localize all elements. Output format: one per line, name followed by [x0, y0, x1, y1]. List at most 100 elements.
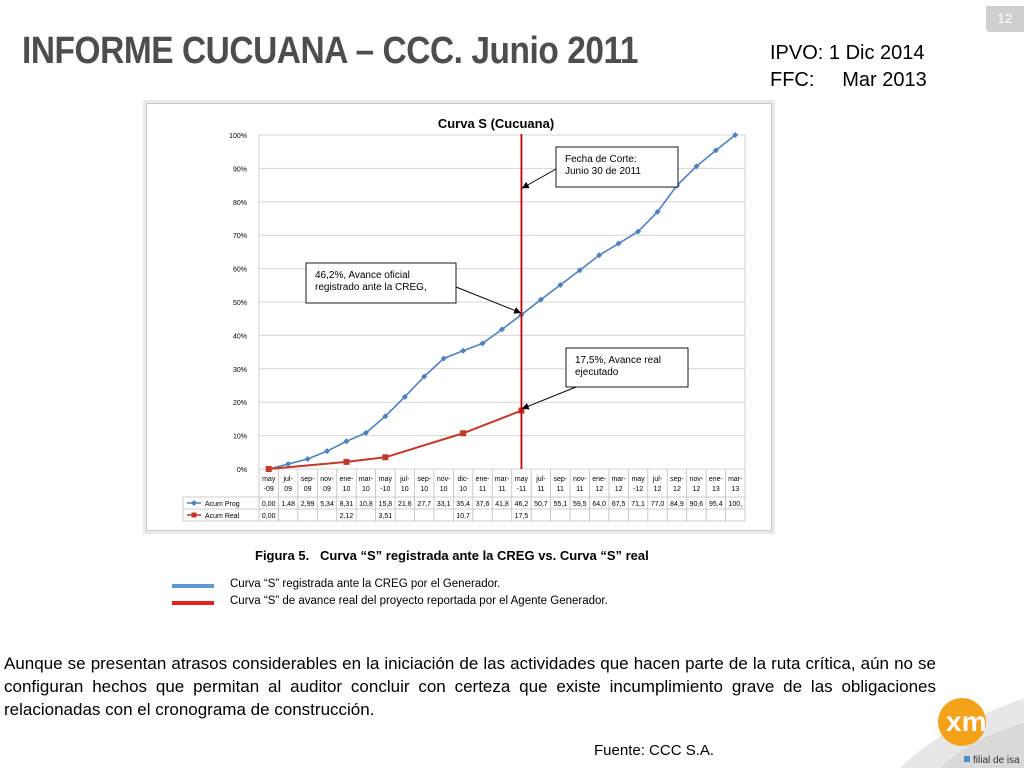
source-note: Fuente: CCC S.A.: [594, 742, 715, 759]
data-point-prog: [635, 228, 642, 235]
table-value-cell: 0,00: [262, 501, 276, 508]
chart-frame: Curva S (Cucuana) 0% 10% 20% 30% 40% 50% 60% 70%…: [146, 103, 772, 531]
x-tick-label: sep-: [417, 476, 431, 483]
annotation-text: ejecutado: [575, 367, 619, 378]
data-point-prog: [732, 132, 739, 138]
table-value-cell: 10,8: [359, 501, 373, 508]
legend-line-red: [172, 601, 214, 605]
x-tick-label: 10: [420, 486, 428, 493]
corner-swoosh-inner: [940, 723, 1024, 768]
x-tick-label: may: [631, 476, 645, 483]
table-value-cell: 71,1: [631, 501, 645, 508]
data-point-prog: [693, 163, 700, 170]
data-point-prog: [596, 252, 603, 259]
data-point-prog: [440, 355, 447, 362]
data-point-prog: [479, 340, 486, 347]
data-point-real: [265, 466, 272, 472]
x-tick-label: 12: [595, 486, 603, 493]
table-value-cell: 17,5: [515, 513, 529, 520]
table-value-cell: 67,5: [612, 501, 626, 508]
annotation-text: 17,5%, Avance real: [575, 355, 661, 366]
table-value-cell: 21,6: [398, 501, 412, 508]
y-tick-label: 10%: [233, 434, 247, 441]
series-name-cell: Acum Real: [205, 513, 240, 520]
table-value-cell: 15,8: [379, 501, 393, 508]
data-point-prog: [557, 281, 564, 288]
table-value-cell: 41,8: [495, 501, 509, 508]
data-point-prog: [285, 461, 292, 468]
figure-legend: Curva “S” registrada ante la CREG por el…: [172, 578, 672, 614]
x-tick-label: sep-: [670, 476, 684, 483]
table-value-cell: 64,0: [592, 501, 606, 508]
x-tick-label: ene-: [709, 476, 724, 483]
ipvo-row: IPVO: 1 Dic 2014: [770, 40, 927, 67]
table-value-cell: 35,4: [456, 501, 470, 508]
data-point-prog: [362, 429, 369, 436]
x-tick-label: 13: [731, 486, 739, 493]
annotation-arrow: [521, 168, 557, 189]
table-value-cell: 0,00: [262, 513, 276, 520]
data-point-prog: [324, 448, 331, 455]
x-tick-label: 09: [304, 486, 312, 493]
table-value-cell: 59,5: [573, 501, 587, 508]
x-tick-label: may: [379, 476, 393, 483]
x-tick-label: 11: [576, 486, 583, 493]
logo-sun: [938, 698, 986, 746]
y-tick-label: 40%: [233, 333, 247, 340]
legend-text-real: Curva “S” de avance real del proyecto re…: [230, 595, 608, 607]
x-tick-label: 11: [557, 486, 564, 493]
ipvo-label: IPVO:: [770, 42, 824, 64]
data-point-prog: [576, 267, 583, 274]
table-value-cell: 55,1: [554, 501, 568, 508]
y-tick-label: 30%: [233, 367, 247, 374]
table-value-cell: 2,12: [340, 513, 354, 520]
table-legend-marker: [191, 512, 197, 518]
x-tick-label: -10: [380, 486, 390, 493]
annotation-arrow: [521, 386, 577, 410]
x-tick-label: 12: [693, 486, 701, 493]
ffc-label: FFC:: [770, 69, 815, 91]
x-tick-label: -12: [633, 486, 643, 493]
x-tick-label: sep-: [554, 476, 568, 483]
table-value-cell: 90,6: [690, 501, 704, 508]
x-tick-label: nov-: [573, 476, 587, 483]
ipvo-value: 1 Dic 2014: [828, 42, 925, 64]
data-point-prog: [304, 456, 311, 463]
x-tick-label: -09: [264, 486, 274, 493]
data-point-prog: [499, 326, 505, 333]
page-number: 12: [986, 6, 1024, 32]
table-legend-marker: [191, 500, 197, 506]
x-tick-label: 11: [479, 486, 486, 493]
table-value-cell: 100,: [728, 501, 742, 508]
x-tick-label: mar-: [728, 476, 743, 483]
table-value-cell: 95,4: [709, 501, 723, 508]
y-tick-label: 100%: [229, 133, 247, 140]
table-value-cell: 10,7: [456, 513, 470, 520]
table-value-cell: 5,34: [320, 501, 334, 508]
chart-title: Curva S (Cucuana): [438, 116, 554, 131]
annotation-text: Fecha de Corte:: [565, 154, 637, 165]
project-dates: IPVO: 1 Dic 2014 FFC: Mar 2013: [770, 40, 927, 94]
slide-title: INFORME CUCUANA – CCC. Junio 2011: [22, 30, 638, 72]
x-tick-label: 13: [712, 486, 720, 493]
y-tick-label: 90%: [233, 166, 247, 173]
table-value-cell: 2,99: [301, 501, 315, 508]
data-point-prog: [615, 240, 622, 247]
x-tick-label: mar-: [359, 476, 374, 483]
x-tick-label: ene-: [339, 476, 354, 483]
x-tick-label: 11: [537, 486, 544, 493]
data-point-prog: [537, 296, 544, 303]
x-tick-label: jul-: [399, 476, 410, 483]
annotation-box: [305, 262, 457, 304]
body-paragraph: Aunque se presentan atrasos considerable…: [4, 654, 936, 719]
annotation-box: [565, 347, 689, 388]
x-tick-label: 12: [654, 486, 662, 493]
data-point-real: [382, 454, 389, 461]
x-tick-label: jul-: [652, 476, 663, 483]
table-value-cell: 46,2: [515, 501, 529, 508]
figure-caption: Figura 5. Curva “S” registrada ante la C…: [255, 548, 649, 563]
x-tick-label: ene-: [592, 476, 607, 483]
x-tick-label: 11: [498, 486, 505, 493]
xm-logo: xm filial de isa: [900, 698, 1024, 768]
isa-mark-icon: [964, 756, 970, 762]
